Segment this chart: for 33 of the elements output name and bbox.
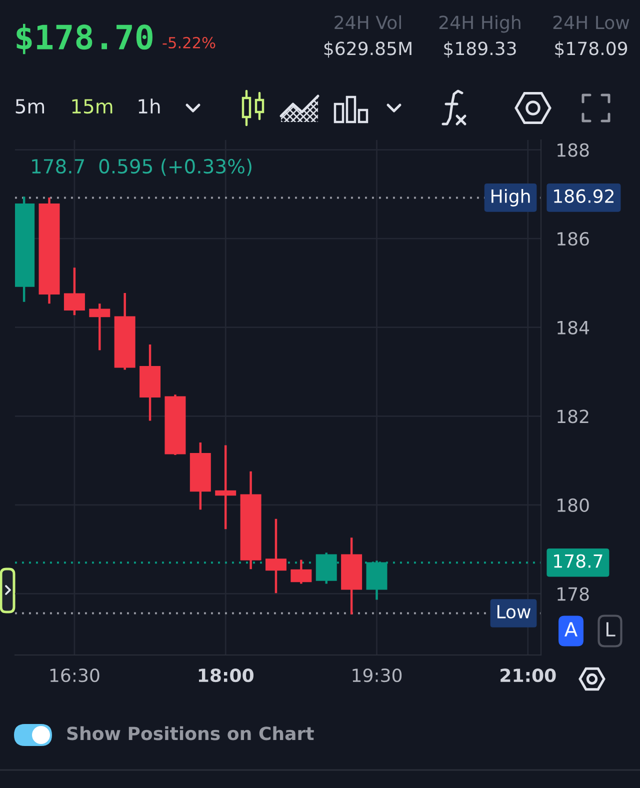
ref-line-label: 178.7 bbox=[554, 554, 602, 568]
y-tick-label: 186 bbox=[558, 232, 589, 246]
ref-line-label: Low bbox=[497, 605, 531, 619]
x-tick-label: 18:00 bbox=[198, 668, 254, 682]
text: 1h bbox=[138, 98, 160, 114]
text: 24H High bbox=[439, 15, 520, 33]
text: L bbox=[606, 622, 616, 636]
text: $178.09 bbox=[555, 41, 628, 58]
text: $629.85M bbox=[324, 41, 412, 58]
candlestick bbox=[64, 268, 85, 316]
text: 24H Vol bbox=[334, 15, 401, 30]
text: 5m bbox=[16, 99, 44, 114]
y-tick-label: 184 bbox=[558, 320, 590, 334]
text: High 186.92 bbox=[492, 188, 614, 206]
candlestick bbox=[89, 304, 110, 350]
y-tick-label: 178 bbox=[558, 587, 589, 601]
x-tick-label: 19:30 bbox=[352, 668, 402, 682]
annotation: 178.7 0.595 (+0.33%) bbox=[32, 158, 252, 176]
x-tick-label: 21:00 bbox=[500, 668, 556, 682]
candlestick bbox=[290, 560, 312, 584]
candlestick bbox=[265, 518, 286, 594]
text: A bbox=[564, 622, 578, 636]
y-tick-label: 180 bbox=[558, 498, 589, 512]
chart-subtitle: -5.22% bbox=[162, 36, 216, 48]
text: 24H Low bbox=[553, 16, 630, 30]
y-tick-label: 182 bbox=[558, 410, 588, 424]
text: Show Positions on Chart bbox=[67, 726, 314, 740]
chart-title: $178.70 bbox=[16, 24, 152, 54]
text: 15m bbox=[72, 99, 112, 114]
x-tick-label: 16:30 bbox=[50, 668, 100, 682]
text: $189.33 bbox=[444, 41, 516, 58]
candlestick bbox=[215, 445, 236, 530]
y-tick-label: 188 bbox=[558, 143, 589, 157]
